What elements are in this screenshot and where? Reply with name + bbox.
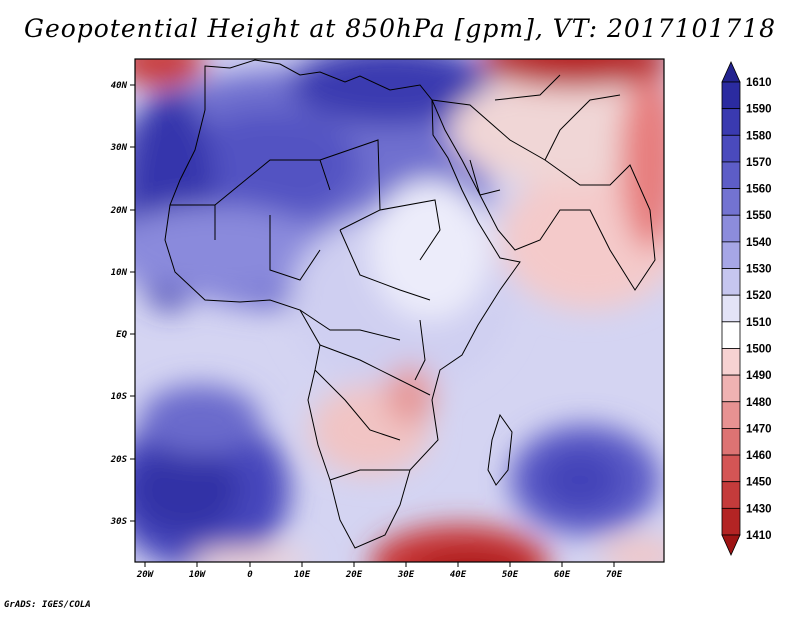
colorbar-swatch (721, 268, 741, 296)
lat-label: 10S (111, 392, 128, 402)
plot-frame (134, 58, 665, 563)
colorbar-swatch (721, 321, 741, 349)
colorbar-top-triangle (721, 61, 741, 83)
lon-label: 20E (345, 570, 363, 580)
lon-ticks (144, 562, 615, 567)
lat-label: 20S (110, 455, 128, 465)
lat-label: 30N (110, 143, 128, 153)
colorbar-label: 1530 (746, 264, 772, 276)
colorbar-label: 1590 (746, 104, 772, 116)
colorbar-label: 1570 (746, 157, 772, 169)
colorbar-label: 1480 (746, 397, 772, 409)
colorbar-swatch (721, 401, 741, 429)
colorbar-label: 1470 (746, 423, 772, 435)
colorbar-swatch (721, 454, 741, 483)
lon-label: 0 (247, 570, 253, 580)
colorbar-label: 1550 (746, 210, 772, 222)
colorbar-swatch (721, 188, 741, 216)
colorbar-swatch (721, 374, 741, 403)
colorbar-swatch (721, 294, 741, 323)
lon-label: 20W (136, 570, 155, 580)
colorbar: 1610 1590 1580 1570 1560 1550 1540 1530 1520 1510… (721, 61, 772, 556)
colorbar-label: 1540 (746, 237, 772, 249)
lat-ticks (130, 84, 135, 522)
lon-label: 40E (450, 570, 467, 580)
colorbar-label: 1580 (746, 130, 772, 142)
lat-labels: 40N 30N 20N 10N EQ 10S 20S 30S (110, 81, 128, 527)
lon-label: 10E (294, 570, 311, 580)
lat-label: 40N (111, 81, 128, 91)
colorbar-label: 1610 (746, 77, 772, 89)
height-field (135, 59, 664, 562)
colorbar-swatch (721, 481, 741, 509)
lon-label: 10W (189, 570, 207, 580)
lon-label: 70E (606, 570, 623, 580)
colorbar-label: 1430 (746, 503, 772, 515)
colorbar-label: 1500 (746, 343, 772, 355)
colorbar-swatch (721, 348, 741, 376)
colorbar-swatch (721, 134, 741, 163)
colorbar-swatch (721, 108, 741, 136)
colorbar-swatch (721, 241, 741, 269)
colorbar-label: 1510 (746, 317, 772, 329)
lat-label: 10N (111, 268, 128, 278)
colorbar-label: 1560 (746, 184, 772, 196)
lat-label: 30S (110, 517, 128, 527)
colorbar-swatch (721, 161, 741, 189)
colorbar-bottom-triangle (721, 534, 741, 556)
colorbar-swatch (721, 81, 741, 110)
colorbar-label: 1460 (746, 450, 772, 462)
colorbar-swatch (721, 428, 741, 456)
lon-labels: 20W 10W 0 10E 20E 30E 40E 50E 60E 70E (136, 570, 623, 580)
colorbar-swatch (721, 507, 741, 536)
map-title: Geopotential Height at 850hPa [gpm], VT:… (23, 14, 777, 43)
colorbar-label: 1410 (746, 530, 772, 542)
lat-label: EQ (116, 330, 127, 340)
colorbar-swatch (721, 214, 741, 243)
coastlines (164, 59, 656, 549)
lon-label: 50E (502, 570, 519, 580)
colorbar-label: 1520 (746, 290, 772, 302)
colorbar-label: 1490 (746, 370, 772, 382)
grads-credit: GrADS: IGES/COLA (4, 600, 91, 610)
colorbar-label: 1450 (746, 477, 772, 489)
lon-label: 60E (554, 570, 571, 580)
lat-label: 20N (110, 206, 128, 216)
lon-label: 30E (397, 570, 415, 580)
